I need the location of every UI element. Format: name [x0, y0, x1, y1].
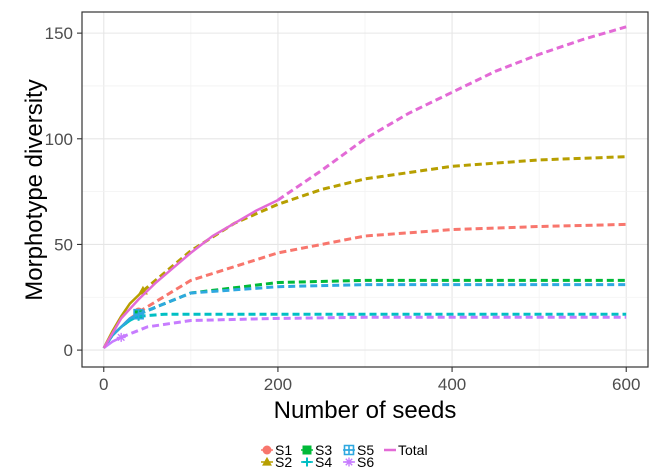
x-tick-label: 600: [612, 375, 640, 394]
legend-label-s5: S5: [357, 442, 374, 458]
y-axis-title: Morphotype diversity: [21, 79, 48, 300]
series-s6-observed-line: [103, 336, 122, 350]
series-s4-extrapolated-line: [138, 312, 627, 318]
legend-key-s1: [262, 445, 272, 455]
series-layer: [102, 25, 627, 350]
series-s6-point: [116, 332, 126, 342]
legend-key-s5: [343, 444, 355, 456]
legend-item-s5: S5: [343, 442, 374, 458]
y-tick-label: 50: [54, 235, 73, 254]
legend-label-s4: S4: [315, 454, 332, 470]
plot-border: [81, 11, 649, 368]
y-tick-label: 150: [45, 24, 73, 43]
legend-key-s2: [262, 456, 272, 466]
legend-item-total: Total: [384, 442, 428, 458]
legend-item-s4: S4: [301, 454, 332, 470]
grid: [82, 12, 648, 367]
series-total-extrapolated-line: [277, 25, 627, 202]
legend-label-s3: S3: [315, 442, 332, 458]
legend-item-s1: S1: [261, 442, 292, 458]
series-s5-extrapolated-line: [138, 283, 627, 316]
legend-key-s6: [344, 457, 354, 467]
x-tick-label: 400: [438, 375, 466, 394]
y-tick-label: 0: [64, 341, 73, 360]
legend-item-s2: S2: [261, 454, 292, 470]
series-total: [102, 25, 627, 349]
series-s1-extrapolated-line: [137, 222, 627, 314]
series-s6-extrapolated-line: [120, 315, 627, 339]
y-tick-label: 100: [45, 130, 73, 149]
series-s6: [103, 315, 627, 350]
axes-layer: 0 200 400 600 0 50 100 150: [45, 24, 641, 394]
legend-label-s6: S6: [357, 454, 374, 470]
legend-label-total: Total: [398, 442, 428, 458]
x-axis-title: Number of seeds: [274, 397, 457, 424]
x-tick-label: 0: [99, 375, 108, 394]
x-tick-label: 200: [264, 375, 292, 394]
legend-label-s2: S2: [275, 454, 292, 470]
series-s5-point: [133, 308, 144, 320]
legend-item-s6: S6: [343, 454, 374, 470]
series-total-observed-line: [102, 198, 279, 349]
legend-label-s1: S1: [275, 442, 292, 458]
legend-item-s3: S3: [301, 442, 332, 458]
legend-key-s3: [302, 445, 312, 455]
legend-key-s4: [302, 457, 312, 467]
